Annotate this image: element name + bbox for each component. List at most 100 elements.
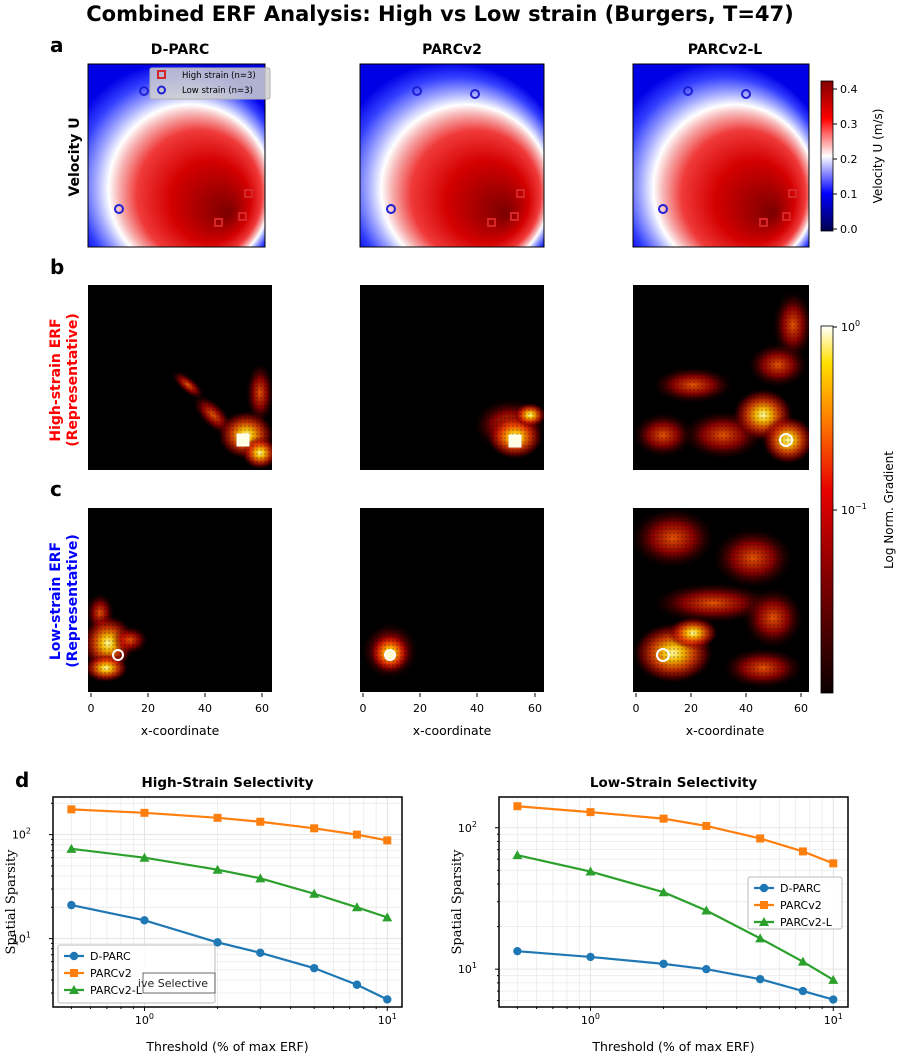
legend-label-parcv2: PARCv2 <box>90 967 132 980</box>
erf-low-parcv2 <box>360 508 544 692</box>
legend-high-strain-label: High strain (n=3) <box>182 71 256 81</box>
data-point-parcv2-l <box>585 866 596 876</box>
y-tick-label: 102 <box>12 827 31 842</box>
legend-marker <box>69 951 79 961</box>
legend-title-box <box>142 972 216 994</box>
chart-y-label: Spatial Sparsity <box>450 849 465 955</box>
legend-marker <box>759 917 769 926</box>
legend-marker <box>759 883 769 893</box>
velocity-panel-parcv2l <box>632 63 810 248</box>
data-point-parcv2 <box>67 805 76 814</box>
row-label-low-line1: Low-strain ERF <box>48 542 64 660</box>
data-point-parcv2 <box>383 836 392 845</box>
chart-frame <box>498 796 849 1008</box>
x-tick: 20 <box>141 702 155 715</box>
x-tick: 0 <box>633 702 640 715</box>
x-tick: 60 <box>528 702 542 715</box>
data-point-parcv2 <box>702 821 711 830</box>
data-point-d-parc <box>659 959 668 969</box>
data-point-parcv2 <box>513 802 522 811</box>
data-point-d-parc <box>383 995 392 1004</box>
x-tick: 0 <box>88 702 95 715</box>
data-point-parcv2-l <box>309 888 320 898</box>
data-point-d-parc <box>755 974 765 984</box>
x-axis-label: x-coordinate <box>141 723 220 738</box>
legend-low-strain-label: Low strain (n=3) <box>182 86 253 96</box>
chart-x-label: Threshold (% of max ERF) <box>145 1039 308 1054</box>
data-point-parcv2 <box>659 814 668 823</box>
data-point-parcv2 <box>798 847 807 856</box>
x-axis-label: x-coordinate <box>686 723 765 738</box>
erf-high-parcv2 <box>360 285 544 470</box>
chart-x-label: Threshold (% of max ERF) <box>591 1039 754 1054</box>
strain-markers-parcv2l <box>658 86 797 227</box>
data-point-parcv2-l <box>212 864 223 874</box>
low-strain-marker <box>386 204 396 214</box>
high-strain-marker <box>238 212 247 221</box>
row-label-velocity: Velocity U <box>67 117 83 196</box>
data-point-parcv2-l <box>139 852 150 862</box>
velocity-tick: 0.4 <box>840 83 858 96</box>
velocity-tick: 0.3 <box>840 118 858 131</box>
data-point-parcv2 <box>140 808 149 817</box>
chart-title: High-Strain Selectivity <box>141 775 313 791</box>
velocity-tick: 0.2 <box>840 153 858 166</box>
panel-label-b: b <box>50 255 64 279</box>
legend-label-parcv2-l: PARCv2-L <box>780 916 833 929</box>
erf-tick-1: 100 <box>841 319 860 334</box>
data-point-d-parc <box>352 980 362 989</box>
legend-marker <box>760 901 768 909</box>
data-point-parcv2 <box>586 808 595 817</box>
data-point-d-parc <box>309 963 319 973</box>
velocity-tick: 0.0 <box>840 223 858 236</box>
x-tick: 60 <box>255 702 269 715</box>
high-strain-marker <box>759 218 768 227</box>
legend-label-parcv2: PARCv2 <box>780 899 822 912</box>
x-tick: 40 <box>739 702 753 715</box>
strain-markers-dparc <box>114 86 253 227</box>
data-point-parcv2 <box>310 824 319 833</box>
row-label-low-strain: Low-strain ERF (Representative) <box>48 534 81 668</box>
high-strain-marker <box>788 189 797 198</box>
low-strain-marker <box>412 86 422 96</box>
data-point-d-parc <box>213 938 222 947</box>
high-strain-marker <box>244 189 253 198</box>
row-label-high-line2: (Representative) <box>65 313 81 447</box>
legend-box <box>747 876 843 930</box>
data-point-d-parc <box>586 952 595 962</box>
legend-title: ive Selective <box>138 977 208 990</box>
series-line-parcv2 <box>71 808 388 842</box>
data-point-parcv2 <box>256 817 265 826</box>
panel-label-d: d <box>15 768 29 792</box>
row-label-high-strain: High-strain ERF (Representative) <box>48 313 81 447</box>
row-label-high-line1: High-strain ERF <box>48 318 64 441</box>
strain-legend: High strain (n=3) Low strain (n=3) <box>149 67 271 100</box>
panel-label-a: a <box>50 33 64 57</box>
panel-label-c: c <box>50 477 62 501</box>
low-strain-marker <box>683 86 693 96</box>
data-point-d-parc <box>513 946 522 956</box>
velocity-colorbar: 0.0 0.1 0.2 0.3 0.4 Velocity U (m/s) <box>820 80 885 236</box>
erf-high-parcv2l <box>633 285 809 470</box>
data-point-d-parc <box>140 916 149 925</box>
x-tick: 0 <box>360 702 367 715</box>
erf-low-dparc <box>88 508 272 692</box>
data-point-parcv2-l <box>755 933 766 943</box>
x-tick: 20 <box>413 702 427 715</box>
row-label-low-line2: (Representative) <box>65 534 81 668</box>
chart-y-label: Spatial Sparsity <box>4 849 19 955</box>
erf-high-dparc <box>88 285 272 470</box>
series-line-parcv2 <box>517 805 834 865</box>
chart-title: Low-Strain Selectivity <box>590 775 757 791</box>
x-tick-label: 101 <box>824 1012 843 1027</box>
x-tick-label: 101 <box>378 1012 397 1027</box>
erf-tick-0-1: 10−1 <box>841 502 867 517</box>
data-point-d-parc <box>67 900 76 910</box>
column-title-parcv2l: PARCv2-L <box>688 42 763 58</box>
low-strain-marker <box>114 204 124 214</box>
strain-markers-parcv2 <box>386 86 525 227</box>
data-point-parcv2 <box>829 859 838 868</box>
data-point-d-parc <box>702 964 711 974</box>
y-tick-label: 102 <box>458 820 477 835</box>
